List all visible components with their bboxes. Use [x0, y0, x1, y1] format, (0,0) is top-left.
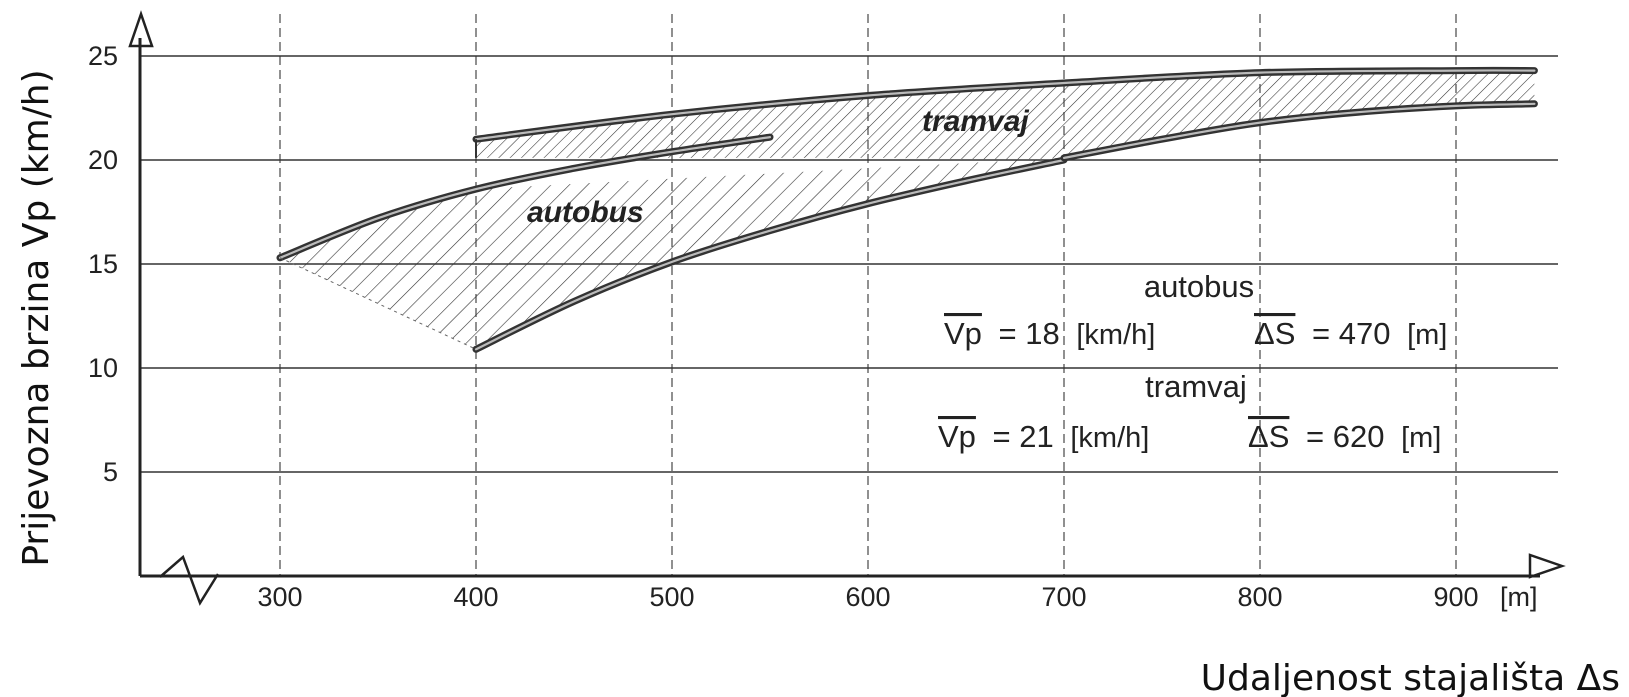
annotation-tramvaj-speed: Vp = 21 [km/h]	[938, 419, 1149, 454]
annotation-tramvaj-distance: ΔS = 620 [m]	[1248, 419, 1441, 454]
x-tick-label: 600	[845, 582, 890, 612]
x-axis-arrow-icon	[1528, 553, 1566, 579]
speed-symbol: Vp	[944, 316, 982, 351]
x-tick-label: 700	[1041, 582, 1086, 612]
grid	[140, 14, 1558, 576]
curve-autobus-upper-inner	[278, 136, 772, 259]
band-fill-autobus-left	[280, 189, 476, 350]
y-tick-label: 10	[88, 353, 118, 383]
y-axis-title: Prijevozna brzina Vp (km/h)	[16, 69, 57, 566]
x-tick-label: 300	[257, 582, 302, 612]
y-axis-arrow-icon	[128, 10, 154, 48]
annotation-tramvaj: tramvaj Vp = 21 [km/h] ΔS = 620 [m]	[938, 369, 1441, 454]
axis-break-icon	[159, 554, 220, 606]
bands	[276, 66, 1538, 353]
curve-autobus-lower-inner	[474, 158, 1066, 351]
speed-symbol: Vp	[938, 419, 976, 454]
distance-unit: [m]	[1401, 422, 1441, 454]
axes	[128, 10, 1566, 606]
distance-symbol: ΔS	[1248, 419, 1289, 454]
distance-value: = 620	[1306, 419, 1384, 454]
annotation-autobus-distance: ΔS = 470 [m]	[1254, 316, 1447, 351]
speed-value: = 18	[999, 316, 1060, 351]
annotation-autobus-speed: Vp = 18 [km/h]	[944, 316, 1155, 351]
speed-unit: [km/h]	[1076, 319, 1155, 351]
y-tick-label: 20	[88, 145, 118, 175]
annotation-tramvaj-title: tramvaj	[1145, 369, 1247, 404]
x-axis-title: Udaljenost stajališta Δs	[1201, 658, 1620, 697]
ticks: 300 400 500 600 700 800 900 5 10 15 20 25	[88, 41, 1479, 612]
y-tick-label: 25	[88, 41, 118, 71]
autobus-band-edge	[279, 257, 477, 350]
annotation-autobus: autobus Vp = 18 [km/h] ΔS = 470 [m]	[944, 269, 1447, 351]
y-tick-label: 5	[103, 457, 118, 487]
distance-value: = 470	[1312, 316, 1390, 351]
speed-unit: [km/h]	[1070, 422, 1149, 454]
distance-unit: [m]	[1407, 319, 1447, 351]
x-tick-label: 500	[649, 582, 694, 612]
curve-tramvaj-upper-inner	[474, 69, 1536, 141]
curve-tramvaj-lower-inner	[1062, 102, 1536, 159]
x-axis-unit: [m]	[1500, 582, 1538, 612]
x-tick-label: 800	[1237, 582, 1282, 612]
x-tick-label: 400	[453, 582, 498, 612]
band-fill-autobus	[476, 157, 1064, 350]
speed-value: = 21	[993, 419, 1054, 454]
band-label-tramvaj: tramvaj	[922, 105, 1029, 138]
annotation-autobus-title: autobus	[1144, 269, 1254, 304]
band-label-autobus: autobus	[527, 196, 644, 229]
band-fill-tramvaj	[476, 70, 1535, 160]
x-tick-label: 900	[1433, 582, 1478, 612]
y-tick-label: 15	[88, 249, 118, 279]
distance-symbol: ΔS	[1254, 316, 1295, 351]
